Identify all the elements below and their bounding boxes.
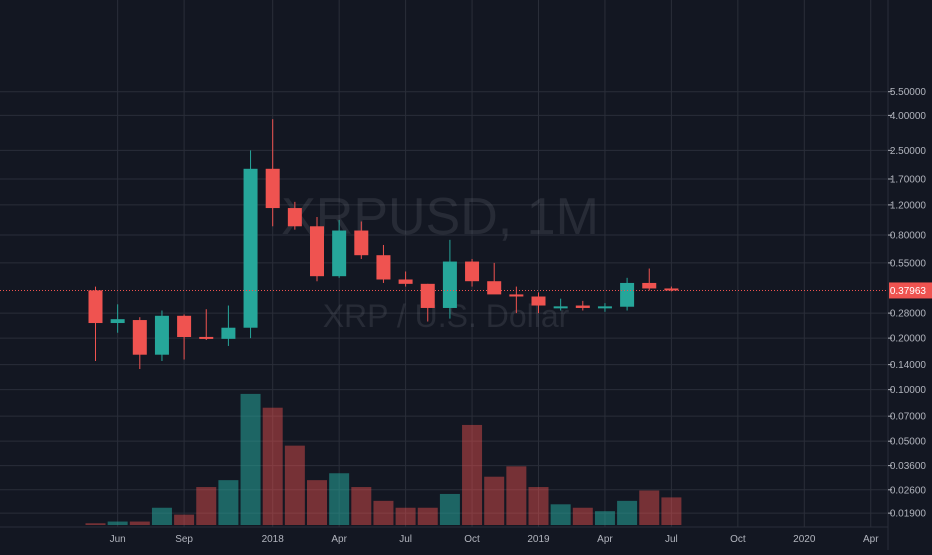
volume-bar[interactable] [329,473,350,525]
volume-bar[interactable] [351,487,372,525]
volume-bar[interactable] [528,487,549,525]
candle-body[interactable] [332,230,347,277]
candle-body[interactable] [442,261,457,308]
time-axis-label: Sep [175,534,193,545]
price-axis-label: 0.28000 [890,309,927,320]
candle-body[interactable] [509,294,524,297]
candle-body[interactable] [420,283,435,308]
time-axis-label: 2018 [262,534,285,545]
candle-body[interactable] [487,281,502,295]
candle-body[interactable] [531,296,546,306]
time-axis-label: Jul [665,534,678,545]
volume-bar[interactable] [107,521,128,525]
volume-bar[interactable] [395,507,416,525]
candle-body[interactable] [265,168,280,209]
volume-bar[interactable] [196,487,217,525]
time-axis-label: Apr [331,534,347,545]
volume-bar[interactable] [85,523,106,525]
candle-body[interactable] [287,208,302,227]
time-axis-label: Jul [399,534,412,545]
volume-bar[interactable] [594,511,615,525]
volume-bar[interactable] [550,504,571,525]
time-axis-label: Apr [597,534,613,545]
volume-bar[interactable] [307,480,327,525]
time-axis-label: Apr [863,534,879,545]
volume-bar[interactable] [439,493,460,525]
volume-bar[interactable] [617,500,638,525]
volume-bar[interactable] [262,407,283,525]
price-axis-label: 1.20000 [890,200,927,211]
price-axis-label: 0.80000 [890,231,927,242]
price-axis-label: 0.03600 [890,461,927,472]
time-axis-label: Oct [464,534,480,545]
candle-body[interactable] [132,320,147,355]
volume-bar[interactable] [639,490,660,526]
time-axis-label: Oct [730,534,746,545]
candle-body[interactable] [199,336,214,339]
price-axis-label: 0.07000 [890,412,927,423]
candle-body[interactable] [110,319,125,324]
price-axis-label: 0.01900 [890,509,927,520]
last-price-label: 0.37963 [890,286,927,297]
volume-bar[interactable] [484,476,505,525]
time-axis-label: 2019 [527,534,550,545]
volume-bar[interactable] [373,500,394,525]
candle-body[interactable] [575,305,590,308]
volume-bar[interactable] [462,424,483,525]
price-axis-label: 5.50000 [890,87,927,98]
volume-bar[interactable] [506,466,527,525]
volume-bar[interactable] [417,507,438,525]
candle-body[interactable] [642,282,657,289]
candle-body[interactable] [310,226,324,277]
price-axis-label: 0.10000 [890,385,927,396]
volume-bar[interactable] [240,393,261,525]
volume-bar[interactable] [129,521,150,525]
price-axis-label: 4.00000 [890,111,927,122]
candle-body[interactable] [354,230,369,256]
candle-body[interactable] [398,279,413,284]
candle-body[interactable] [553,306,568,309]
time-axis-label: 2020 [793,534,816,545]
candle-body[interactable] [177,315,192,338]
candle-body[interactable] [664,288,679,291]
volume-bar[interactable] [218,480,239,525]
volume-bar[interactable] [284,445,305,525]
price-axis-label: 2.50000 [890,146,927,157]
candle-body[interactable] [243,168,258,328]
price-axis-label: 0.02600 [890,485,927,496]
time-axis-label: Jun [110,534,126,545]
price-axis-label: 0.05000 [890,437,927,448]
volume-bar[interactable] [661,497,682,525]
candle-body[interactable] [597,306,612,309]
candle-body[interactable] [465,261,480,282]
watermark-symbol: XRPUSD, 1M [281,188,599,246]
last-price-badge [889,282,932,299]
candle-body[interactable] [620,282,635,307]
price-axis-label: 0.14000 [890,360,927,371]
volume-bar[interactable] [151,507,172,525]
volume-bar[interactable] [572,507,593,525]
price-axis-label: 0.20000 [890,334,927,345]
candle-body[interactable] [154,315,169,355]
volume-bar[interactable] [174,514,195,525]
candle-body[interactable] [221,327,236,339]
candle-body[interactable] [376,255,391,280]
price-axis-label: 0.55000 [890,258,927,269]
price-axis-label: 1.70000 [890,174,927,185]
candle-body[interactable] [88,290,103,324]
